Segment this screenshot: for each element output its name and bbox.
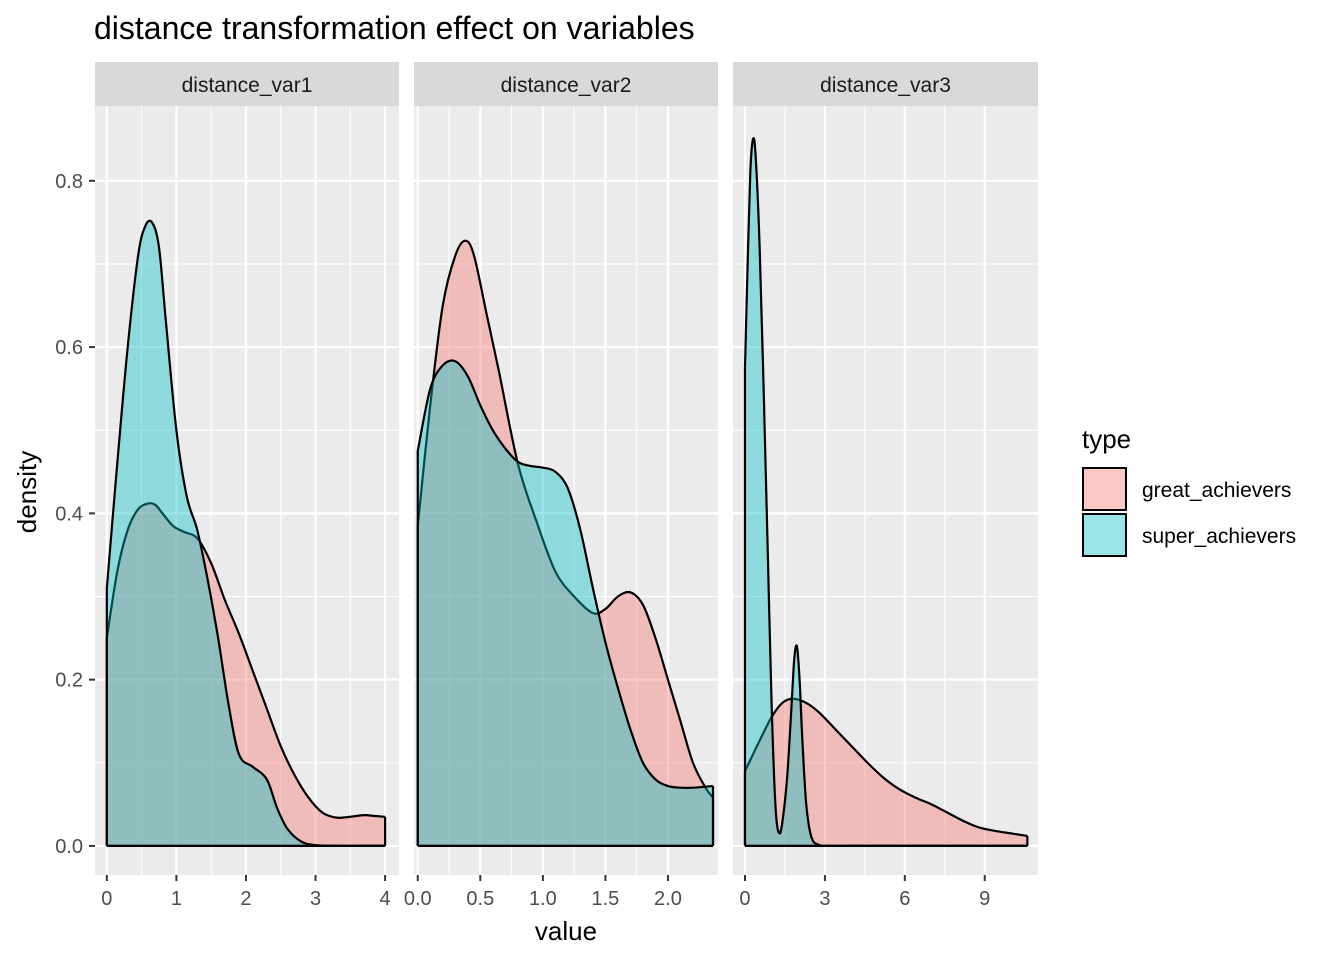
panel-background — [733, 106, 1038, 875]
x-tick-label: 2 — [240, 888, 251, 910]
y-tick-label: 0.0 — [55, 836, 83, 858]
x-tick-label: 3 — [819, 888, 830, 910]
x-tick-label: 4 — [380, 888, 391, 910]
legend-label-super-achievers: super_achievers — [1142, 525, 1296, 548]
x-tick-label: 1.5 — [592, 888, 620, 910]
y-axis-title: density — [12, 451, 42, 533]
density-area-great-achievers — [744, 698, 1028, 846]
x-tick-label: 0.5 — [466, 888, 494, 910]
x-tick-label: 1.0 — [529, 888, 557, 910]
x-tick-label: 0.0 — [404, 888, 432, 910]
legend: type great_achievers super_achievers — [1082, 424, 1296, 557]
legend-swatch-super-achievers — [1084, 515, 1125, 555]
chart-title: distance transformation effect on variab… — [94, 10, 695, 46]
facet-strip — [95, 62, 399, 106]
facet-panels: distance_var1 0 1 2 3 4 distance_var2 0.0 0.5 1.0… — [95, 62, 1038, 910]
legend-label-great-achievers: great_achievers — [1142, 479, 1291, 502]
density-area-super-achievers — [417, 360, 713, 846]
y-tick-label: 0.8 — [55, 171, 83, 193]
density-area-great-achievers — [106, 503, 386, 846]
legend-key-super-achievers — [1082, 513, 1127, 557]
x-tick-label: 1 — [171, 888, 182, 910]
density-area-great-achievers — [417, 240, 713, 846]
legend-key-great-achievers — [1082, 467, 1127, 511]
y-tick-label: 0.2 — [55, 670, 83, 692]
x-axis-title: value — [535, 916, 597, 946]
facet-strip — [414, 62, 718, 106]
facet-panel-distance-var1: distance_var1 0 1 2 3 4 — [95, 62, 399, 910]
density-line-super-achievers — [416, 359, 714, 790]
density-line-great-achievers — [743, 697, 1028, 838]
x-tick-label: 0 — [101, 888, 112, 910]
legend-entry-great-achievers: great_achievers — [1082, 467, 1291, 511]
facet-strip — [733, 62, 1038, 106]
x-tick-label: 6 — [899, 888, 910, 910]
legend-title: type — [1082, 424, 1131, 454]
x-tick-label: 9 — [979, 888, 990, 910]
density-area-super-achievers — [106, 220, 386, 846]
density-line-super-achievers — [105, 219, 386, 848]
facet-panel-distance-var2: distance_var2 0.0 0.5 1.0 1.5 2.0 — [404, 62, 718, 910]
facet-panel-distance-var3: distance_var3 0 3 6 9 — [733, 62, 1038, 910]
y-tick-label: 0.4 — [55, 503, 83, 525]
x-tick-label: 2.0 — [654, 888, 682, 910]
facet-strip-label: distance_var1 — [182, 74, 313, 97]
legend-entry-super-achievers: super_achievers — [1082, 513, 1296, 557]
y-axis: 0.0 0.2 0.4 0.6 0.8 — [55, 171, 95, 858]
y-tick-label: 0.6 — [55, 337, 83, 359]
x-tick-label: 3 — [310, 888, 321, 910]
density-line-great-achievers — [416, 239, 714, 799]
x-tick-label: 0 — [739, 888, 750, 910]
legend-swatch-great-achievers — [1084, 469, 1125, 509]
density-line-great-achievers — [105, 502, 386, 819]
facet-strip-label: distance_var2 — [501, 74, 632, 97]
facet-strip-label: distance_var3 — [820, 74, 951, 97]
